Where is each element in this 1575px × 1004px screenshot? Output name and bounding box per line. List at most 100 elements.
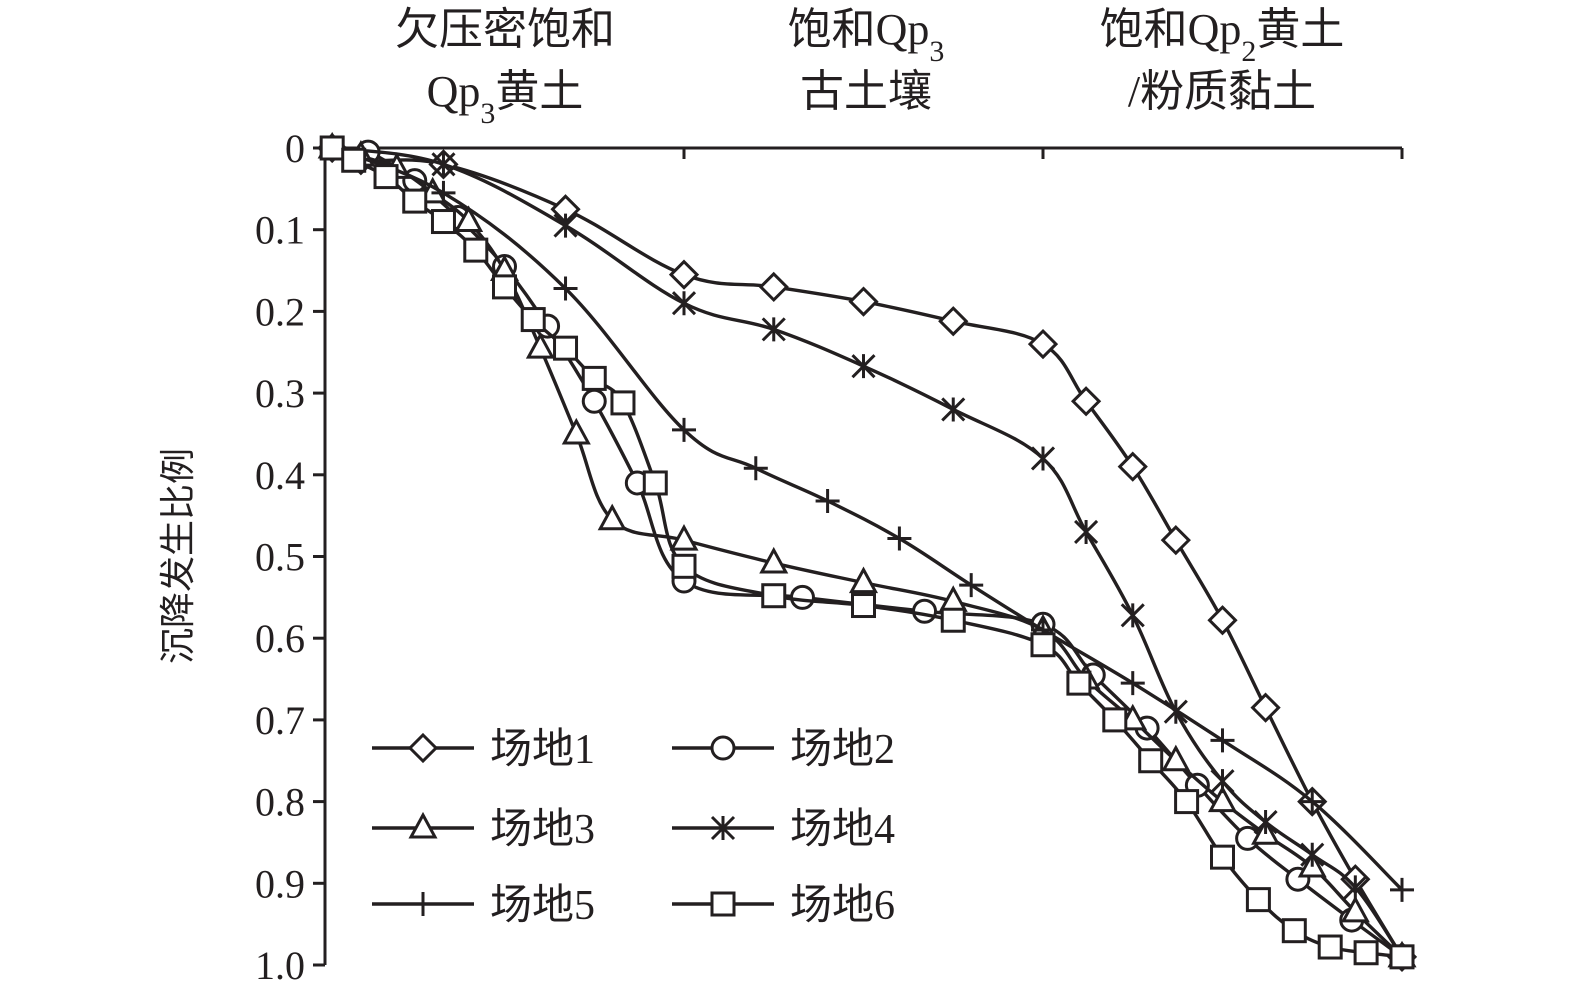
y-tick-label-8: 0.8 — [255, 780, 305, 825]
y-axis-label: 沉降发生比例 — [158, 448, 199, 664]
legend-label-5: 场地5 — [490, 883, 595, 929]
legend-label-6: 场地6 — [790, 883, 895, 929]
layer-labels: 欠压密饱和 Qp3黄土 饱和Qp3 古土壤 饱和Qp2黄土 /粉质黏土 — [395, 5, 1344, 130]
legend-swatch-marker-1 — [407, 732, 439, 764]
series-4-point-1 — [431, 152, 456, 177]
series-group — [317, 131, 1418, 972]
series-4-point-12 — [1253, 809, 1278, 835]
layer-label-2-line1: 饱和Qp3 — [788, 5, 945, 68]
series-6-point-4 — [430, 209, 456, 235]
series-3-point-11 — [848, 566, 879, 594]
legend-item-5: 场地5 — [372, 883, 595, 929]
y-tick-label-10: 1.0 — [255, 943, 305, 988]
series-5-point-6 — [887, 526, 912, 551]
series-6-point-24 — [1317, 934, 1343, 960]
series-3-point-16 — [1161, 744, 1191, 772]
y-tick-label-3: 0.3 — [255, 371, 305, 416]
series-6-point-15 — [940, 607, 966, 633]
series-2-point-10 — [912, 598, 938, 624]
legend-label-4: 场地4 — [790, 807, 895, 853]
series-6 — [319, 135, 1415, 970]
series-6-point-10 — [610, 390, 636, 416]
series-2-point-9 — [789, 584, 815, 610]
legend-item-1: 场地1 — [372, 727, 595, 773]
series-6-point-9 — [581, 365, 607, 391]
series-6-point-6 — [492, 274, 517, 300]
y-tick-label-9: 0.9 — [255, 861, 305, 906]
series-3-point-4 — [454, 205, 484, 233]
series-3-point-8 — [597, 503, 627, 531]
series-4-point-9 — [1120, 603, 1145, 628]
series-5-point-12 — [1390, 877, 1414, 902]
series-3 — [317, 131, 1417, 968]
series-6-point-0 — [319, 135, 345, 161]
series-4-point-13 — [1300, 842, 1325, 867]
layer-label-1-line2: Qp3黄土 — [427, 67, 584, 130]
layer-label-3-line1: 饱和Qp2黄土 — [1100, 5, 1345, 68]
series-6-point-23 — [1281, 918, 1307, 944]
series-6-point-14 — [851, 593, 876, 619]
series-3-point-10 — [759, 546, 789, 574]
series-5-point-9 — [1120, 671, 1145, 696]
series-4-point-14 — [1343, 875, 1368, 900]
layer-label-2-line2: 古土壤 — [800, 67, 932, 116]
series-6-point-13 — [761, 583, 787, 609]
series-1-point-11 — [1160, 525, 1191, 556]
y-tick-label-4: 0.4 — [255, 453, 305, 498]
series-6-point-12 — [671, 553, 697, 579]
y-tick-label-6: 0.6 — [255, 616, 305, 661]
series-4-point-4 — [761, 317, 786, 342]
series-6-point-19 — [1138, 748, 1164, 774]
series-6-point-3 — [402, 188, 428, 214]
series-6-point-25 — [1353, 940, 1379, 966]
y-tick-label-5: 0.5 — [255, 535, 305, 580]
series-6-point-8 — [553, 335, 579, 361]
series-6-point-11 — [642, 470, 668, 496]
series-6-point-20 — [1174, 789, 1200, 815]
series-1-point-10 — [1117, 451, 1148, 482]
series-3-point-7 — [561, 417, 591, 445]
legend: 场地1 场地2 场地3 场地4 场地5 场地6 — [372, 727, 895, 929]
series-5-point-10 — [1210, 728, 1235, 753]
y-tick-label-0: 0 — [285, 126, 305, 171]
y-tick-label-7: 0.7 — [255, 698, 305, 743]
legend-item-3: 场地3 — [372, 807, 595, 853]
series-4-point-6 — [941, 397, 966, 422]
legend-item-2: 场地2 — [672, 727, 895, 773]
series-4-point-8 — [1074, 519, 1099, 545]
legend-swatch-marker-4 — [710, 815, 736, 841]
series-2-point-6 — [581, 388, 607, 414]
series-3-point-20 — [1340, 895, 1370, 923]
series-3-point-6 — [525, 332, 555, 359]
series-1-point-6 — [848, 286, 879, 317]
series-6-point-2 — [373, 164, 399, 190]
series-6-point-7 — [520, 307, 546, 333]
legend-swatch-marker-2 — [710, 735, 736, 761]
series-5-point-11 — [1300, 789, 1325, 814]
series-6-point-18 — [1102, 707, 1128, 733]
series-1-point-7 — [938, 306, 969, 337]
legend-label-3: 场地3 — [490, 807, 595, 853]
series-4-point-5 — [851, 354, 876, 379]
series-6-point-22 — [1245, 887, 1271, 913]
series-1-point-5 — [758, 271, 789, 303]
series-6-point-1 — [341, 147, 367, 173]
series-1-point-13 — [1250, 692, 1281, 723]
series-5-line — [331, 146, 1404, 892]
legend-swatch-marker-6 — [710, 891, 736, 917]
series-1-point-4 — [668, 259, 700, 290]
legend-label-1: 场地1 — [490, 727, 595, 773]
series-6-point-21 — [1210, 844, 1235, 870]
y-tick-label-2: 0.2 — [255, 289, 305, 334]
series-6-point-17 — [1066, 670, 1092, 696]
series-4-point-11 — [1210, 769, 1235, 794]
series-4-point-2 — [553, 213, 578, 238]
series-5-point-1 — [431, 180, 456, 205]
series-5-point-4 — [743, 456, 768, 481]
layer-label-3-line2: /粉质黏土 — [1128, 67, 1316, 116]
series-6-point-26 — [1389, 944, 1415, 970]
series-1-point-12 — [1207, 605, 1238, 636]
series-3-point-17 — [1207, 785, 1238, 813]
series-3-point-9 — [669, 524, 699, 551]
